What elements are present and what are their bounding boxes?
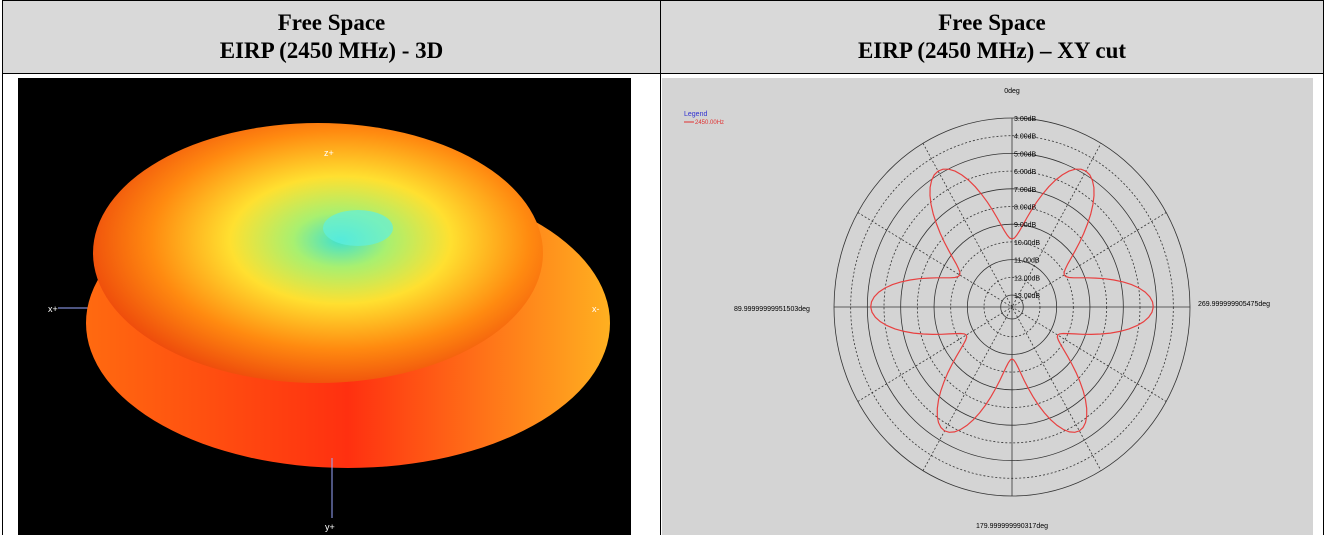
- spoke: [857, 212, 1167, 402]
- angle-label: 179.999999990317deg: [976, 523, 1048, 530]
- ring-label: 9.00dB: [1014, 222, 1037, 229]
- render-3d: z+ x+ x- y+: [18, 78, 631, 535]
- border: [2, 73, 3, 535]
- legend-entry: 2450.00Hz: [695, 120, 724, 126]
- ring-label: 13.00dB: [1014, 293, 1040, 300]
- left-title-1: Free Space: [277, 10, 386, 35]
- ring-label: 8.00dB: [1014, 205, 1037, 212]
- ring-label: 4.00dB: [1014, 134, 1037, 141]
- left-header: Free Space EIRP (2450 MHz) - 3D: [2, 0, 661, 74]
- axis-label: y+: [325, 522, 335, 532]
- axis-label: x-: [592, 304, 600, 314]
- right-title-1: Free Space: [938, 10, 1046, 35]
- ring-label: 12.00dB: [1014, 275, 1040, 282]
- angle-label: 89.99999999951503deg: [734, 306, 810, 313]
- polar-plot: Legend 2450.00Hz 0deg 89.99999999951503d…: [662, 78, 1313, 535]
- angle-label: 0deg: [1004, 88, 1020, 95]
- axis-label: z+: [324, 148, 334, 158]
- ring-label: 3.00dB: [1014, 116, 1037, 123]
- right-title-2: EIRP (2450 MHz) – XY cut: [857, 38, 1127, 63]
- angle-label: 269.999999905475deg: [1198, 301, 1270, 308]
- right-header: Free Space EIRP (2450 MHz) – XY cut: [660, 0, 1324, 74]
- border: [660, 73, 661, 535]
- left-title-2: EIRP (2450 MHz) - 3D: [219, 38, 444, 63]
- pattern-curve: [870, 168, 1154, 433]
- ring-label: 6.00dB: [1014, 169, 1037, 176]
- axis-label: x+: [48, 304, 58, 314]
- border: [1323, 73, 1324, 535]
- ring-label: 10.00dB: [1014, 240, 1040, 247]
- ring-label: 7.00dB: [1014, 187, 1037, 194]
- ring-label: 11.00dB: [1014, 258, 1040, 265]
- ring-label: 5.00dB: [1014, 151, 1037, 158]
- legend-title: Legend: [684, 111, 707, 118]
